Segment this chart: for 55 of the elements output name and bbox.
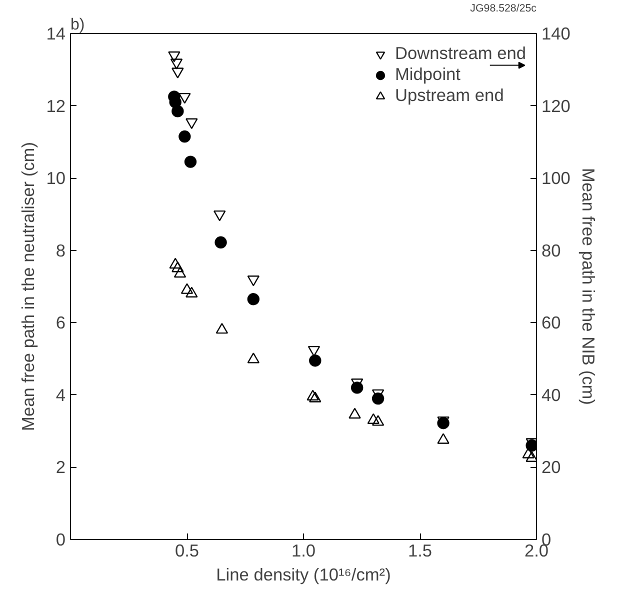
- point: [309, 392, 322, 402]
- x-tick-label: 1.5: [408, 540, 432, 560]
- point: [186, 286, 198, 298]
- y-tick-label: 6: [56, 312, 66, 333]
- point: [180, 283, 194, 294]
- point: [168, 51, 180, 62]
- y2-tick-label: 20: [542, 457, 561, 478]
- y2-tick-label: 120: [542, 96, 570, 116]
- y-tick-label: 0: [56, 530, 66, 550]
- point: [348, 408, 361, 419]
- text: JG98.528/25c: [470, 2, 538, 14]
- x-tick-label: 0.5: [174, 540, 200, 560]
- point: [437, 433, 450, 444]
- point: [372, 415, 384, 426]
- point: [372, 392, 384, 405]
- point: [172, 68, 184, 78]
- point: [247, 293, 260, 306]
- y-tick-label: 10: [46, 168, 66, 188]
- point: [309, 354, 322, 367]
- point: [169, 258, 182, 269]
- point: [367, 413, 380, 424]
- point: [247, 352, 260, 364]
- point: [178, 92, 191, 104]
- point: [350, 382, 364, 394]
- y-tick-label: 4: [56, 384, 66, 405]
- point: [186, 118, 198, 129]
- y2-tick-label: 80: [542, 240, 561, 260]
- y2-tick-label: 60: [542, 312, 561, 333]
- legend-label: Midpoint: [395, 64, 460, 85]
- point: [172, 261, 184, 272]
- x-tick-label: 1.0: [291, 540, 316, 560]
- y2-tick-label: 40: [542, 384, 561, 405]
- legend-label: Downstream end: [395, 43, 526, 64]
- point: [172, 105, 184, 118]
- legend-label: Upstream end: [395, 85, 504, 106]
- point: [216, 322, 228, 334]
- x-axis-title: Line density (10¹⁶/cm²): [216, 564, 391, 584]
- point: [214, 236, 227, 248]
- point: [178, 130, 191, 143]
- point: [526, 451, 536, 462]
- point: [170, 58, 183, 70]
- y-tick-label: 12: [46, 96, 66, 116]
- annotation: b): [70, 16, 85, 34]
- y-tick-label: 8: [56, 240, 66, 260]
- point: [184, 156, 197, 168]
- y-tick-label: 2: [56, 457, 66, 478]
- point: [174, 266, 186, 278]
- point: [526, 439, 536, 452]
- y-axis-title: Mean free path in the neutraliser (cm): [18, 142, 38, 431]
- y2-tick-label: 140: [542, 24, 570, 44]
- y-tick-label: 14: [46, 24, 66, 44]
- y2-tick-label: 100: [542, 168, 570, 188]
- point: [522, 448, 534, 458]
- point: [306, 390, 319, 401]
- y2-axis-title: Mean free path in the NIB (cm): [578, 168, 598, 405]
